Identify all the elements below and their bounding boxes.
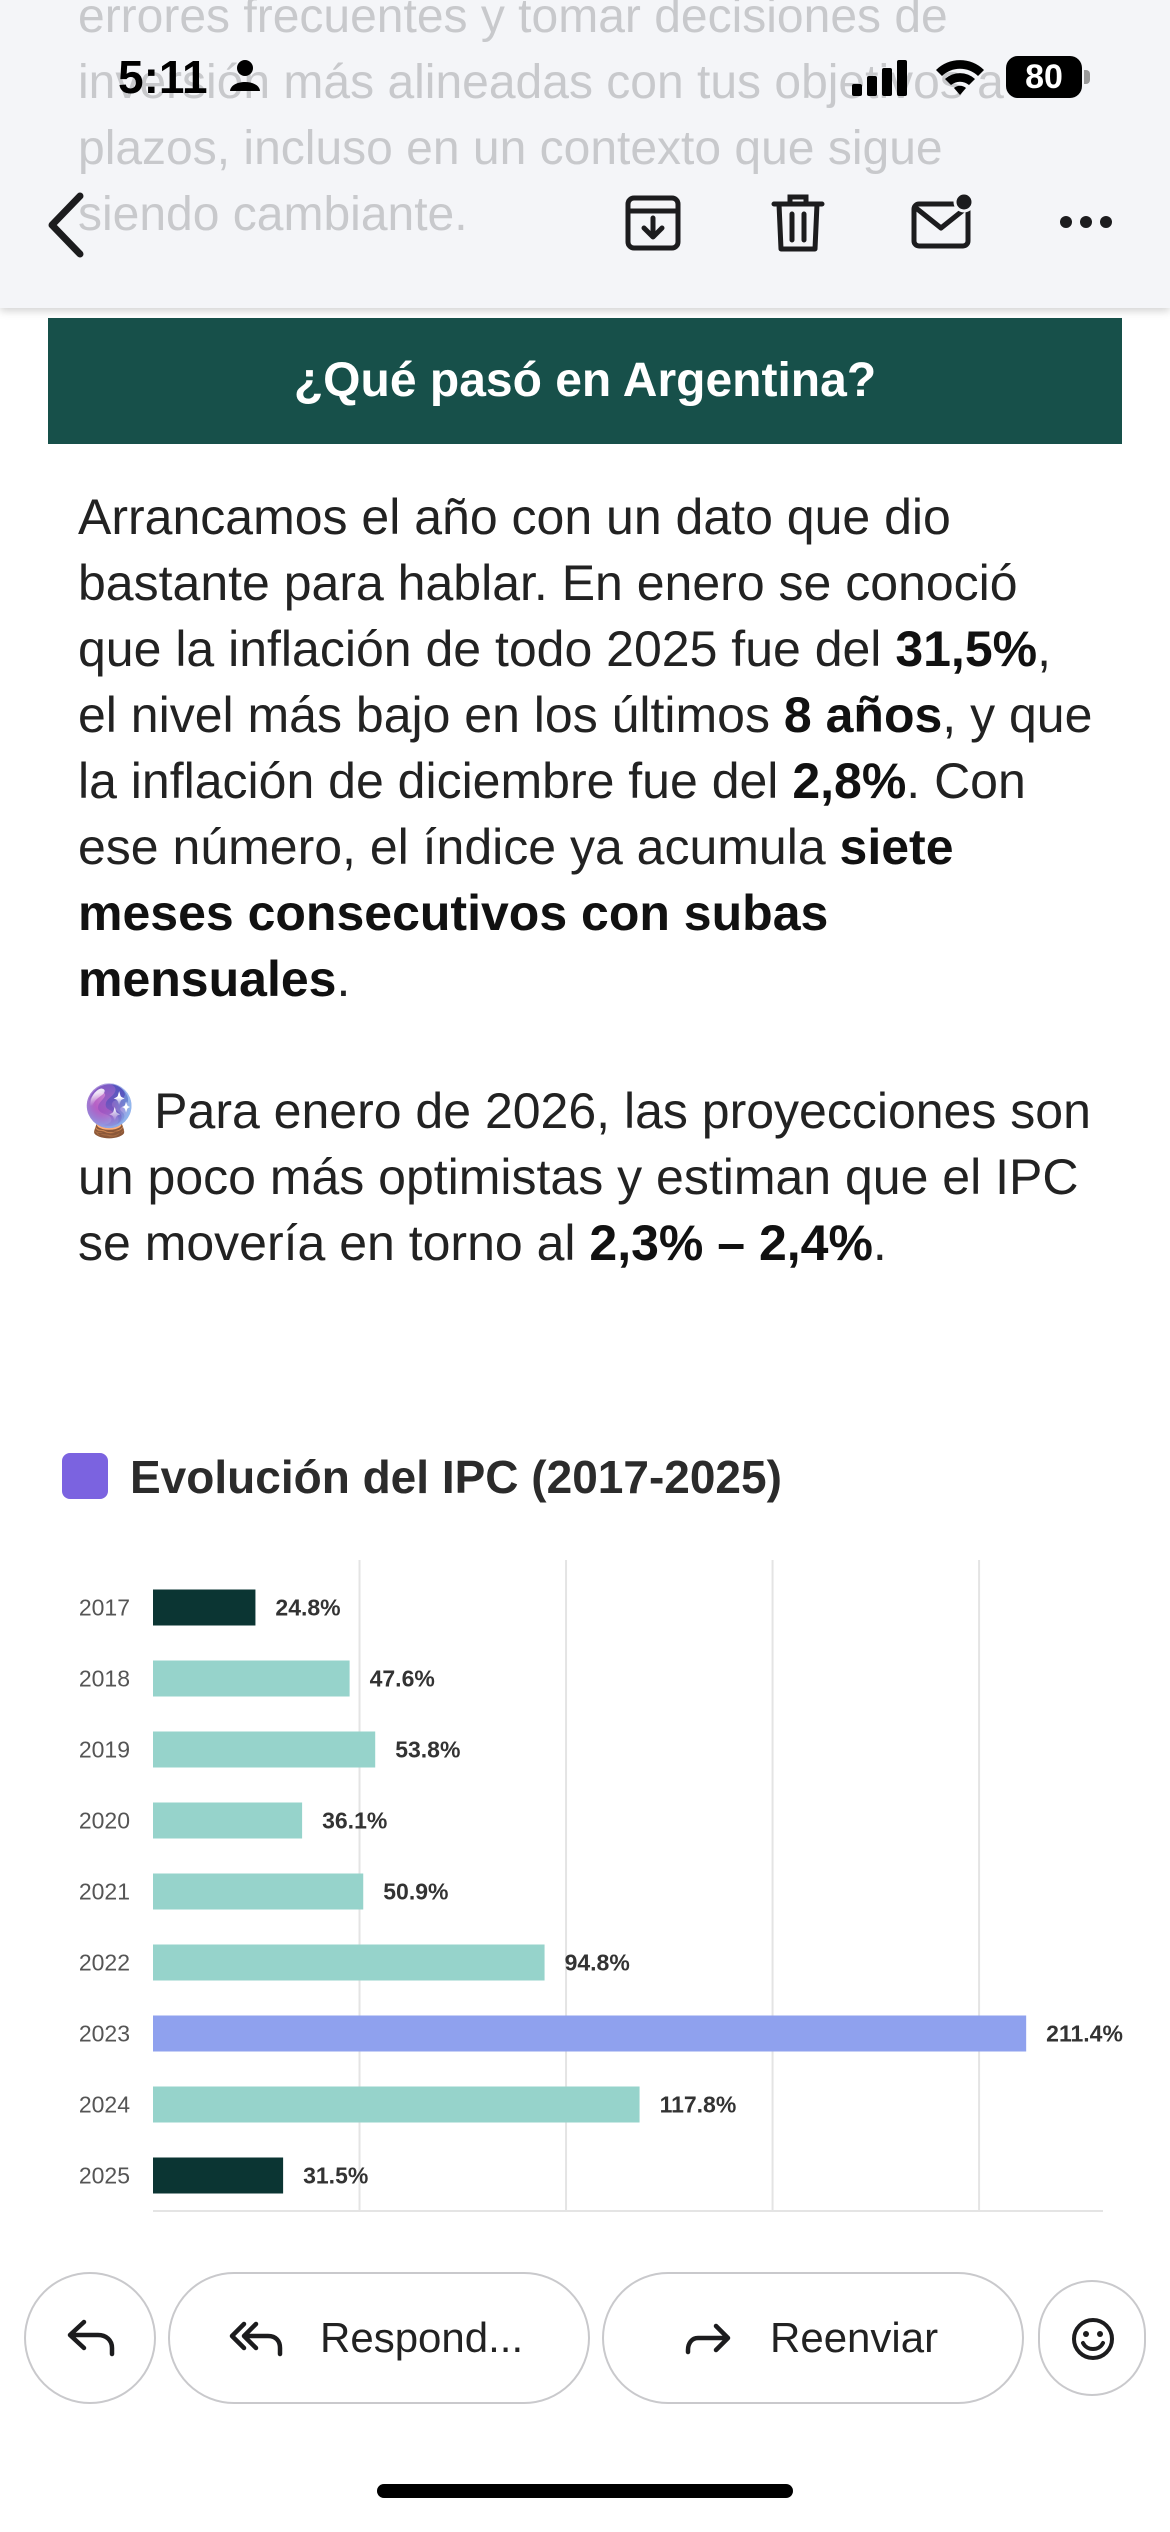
archive-icon[interactable]	[624, 194, 682, 252]
chart-category-label: 2018	[79, 1666, 130, 1692]
forward-arrow-icon	[685, 2323, 731, 2355]
more-options-icon[interactable]	[1058, 214, 1114, 230]
crystal-ball-icon: 🔮	[78, 1083, 141, 1139]
paragraph-text: .	[336, 951, 351, 1007]
battery-indicator: 80	[1006, 56, 1082, 98]
bold-text: 8 años	[783, 687, 943, 743]
reply-arrow-icon	[67, 2319, 115, 2357]
reply-button[interactable]	[24, 2272, 156, 2404]
section-title-banner: ¿Qué pasó en Argentina?	[48, 318, 1122, 444]
cellular-signal-icon	[852, 60, 907, 96]
chart-value-label: 53.8%	[395, 1737, 460, 1763]
chart-category-label: 2017	[79, 1595, 130, 1621]
chart-category-label: 2023	[79, 2021, 130, 2047]
trash-icon[interactable]	[770, 192, 826, 254]
chart-category-label: 2022	[79, 1950, 130, 1976]
paragraph-text: , el nivel más bajo en los últimos	[78, 621, 1051, 743]
chart-category-label: 2021	[79, 1879, 130, 1905]
top-toolbar: errores frecuentes y tomar decisiones de…	[0, 0, 1170, 308]
paragraph-text: Para enero de 2026, las proyecciones son…	[78, 1083, 1091, 1271]
chart-category-label: 2025	[79, 2163, 130, 2189]
chart-value-label: 50.9%	[383, 1879, 448, 1905]
forward-label: Reenviar	[770, 2314, 939, 2361]
chart-value-label: 117.8%	[660, 2092, 737, 2118]
chart-category-label: 2024	[79, 2092, 130, 2118]
paragraph-text: . Con ese número, el índice ya acumula	[78, 753, 1026, 875]
paragraph-text: .	[872, 1215, 887, 1271]
chart-bar	[153, 2157, 284, 2194]
chart-bar	[153, 1589, 256, 1626]
status-time: 5:11	[118, 51, 208, 103]
person-icon	[230, 60, 260, 91]
battery-tip	[1084, 70, 1090, 84]
chart-bar	[153, 1802, 303, 1839]
smiley-icon	[1072, 2318, 1114, 2360]
chart-bar	[153, 1731, 376, 1768]
mark-unread-mail-icon[interactable]	[910, 190, 976, 252]
chart-category-label: 2020	[79, 1808, 130, 1834]
chart-value-label: 24.8%	[275, 1595, 340, 1621]
home-indicator	[377, 2484, 793, 2498]
reply-all-icon	[229, 2321, 283, 2357]
paragraph-inflation-2025: Arrancamos el año con un dato que dio ba…	[78, 484, 1098, 1012]
chart-category-label: 2019	[79, 1737, 130, 1763]
reply-all-button[interactable]: Respond...	[168, 2272, 590, 2404]
chart-title-text: Evolución del IPC (2017-2025)	[130, 1451, 782, 1503]
chart-bar	[153, 1660, 350, 1697]
chart-value-label: 94.8%	[565, 1950, 630, 1976]
reply-all-label: Respond...	[320, 2314, 524, 2361]
paragraph-text: , y que la inflación de diciembre fue de…	[78, 687, 1093, 809]
scrolled-text-behind-toolbar: errores frecuentes y tomar decisiones de…	[78, 0, 1004, 241]
bottom-action-bar: Respond... Reenviar	[0, 2250, 1170, 2532]
wifi-icon	[936, 60, 984, 95]
bold-text: 2,8%	[792, 753, 907, 809]
bold-text: siete meses consecutivos con subas mensu…	[78, 819, 954, 1007]
chart-bar	[153, 1873, 364, 1910]
chart-title: Evolución del IPC (2017-2025)	[62, 1450, 782, 1504]
chart-value-label: 31.5%	[303, 2163, 368, 2189]
purple-square-icon	[62, 1453, 108, 1499]
chart-bar	[153, 2086, 640, 2123]
chart-bar	[153, 2015, 1027, 2052]
bold-text: 31,5%	[895, 621, 1038, 677]
chart-value-label: 47.6%	[370, 1666, 435, 1692]
paragraph-text: Arrancamos el año con un dato que dio ba…	[78, 489, 1018, 677]
emoji-reaction-button[interactable]	[1038, 2280, 1146, 2396]
back-chevron-icon[interactable]	[44, 192, 88, 258]
bold-text: 2,3% – 2,4%	[589, 1215, 873, 1271]
chart-value-label: 211.4%	[1046, 2021, 1123, 2047]
paragraph-projection-2026: 🔮 Para enero de 2026, las proyecciones s…	[78, 1078, 1098, 1276]
chart-value-label: 36.1%	[322, 1808, 387, 1834]
chart-bar	[153, 1944, 545, 1981]
forward-button[interactable]: Reenviar	[602, 2272, 1024, 2404]
ipc-bar-chart: 2017 24.8% 2018 47.6% 2019 53.8% 2020 36.1% 2021…	[79, 1560, 1123, 2212]
